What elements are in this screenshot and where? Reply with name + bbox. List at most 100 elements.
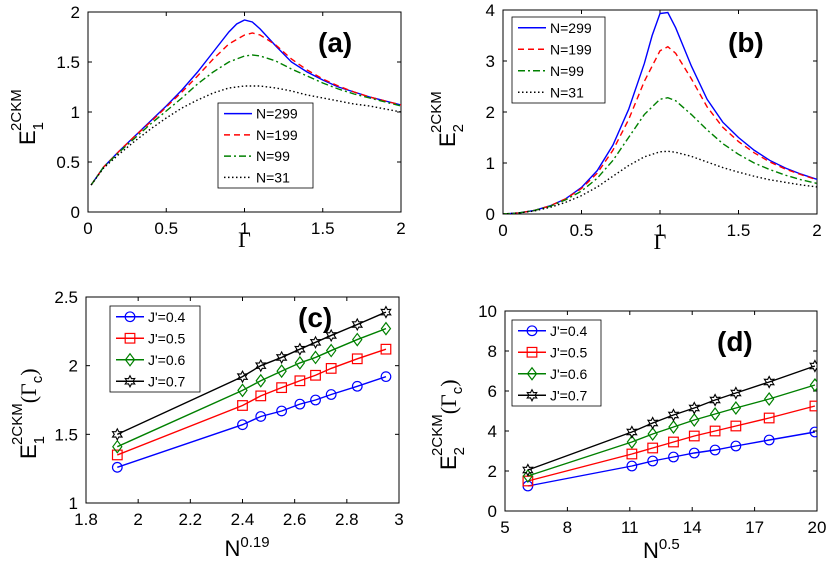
- series-line-J'=0.7: [527, 365, 816, 471]
- data-point-J'=0.5: [763, 412, 775, 424]
- data-point-J'=0.7: [111, 427, 124, 442]
- x-tick-label: 0.5: [154, 219, 178, 238]
- series-line-N=31: [90, 85, 401, 186]
- data-point-J'=0.6: [522, 469, 534, 483]
- data-point-J'=0.7: [351, 317, 364, 332]
- legend-box: [511, 319, 602, 407]
- y-tick-label: 1: [69, 494, 78, 513]
- legend-marker: [124, 374, 136, 388]
- data-point-J'=0.5: [294, 375, 306, 387]
- x-tick-label: 0: [83, 219, 92, 238]
- data-point-J'=0.4: [730, 440, 742, 452]
- data-point-J'=0.4: [709, 444, 721, 456]
- panel-label: (d): [717, 326, 753, 357]
- x-tick-label: 1.5: [727, 221, 751, 240]
- x-tick-label: 11: [621, 518, 639, 537]
- y-tick-label: 0: [488, 502, 497, 521]
- x-tick-label: 0.5: [570, 221, 594, 240]
- legend-label: N=199: [256, 127, 298, 143]
- series-line-N=99: [503, 96, 817, 214]
- data-point-J'=0.4: [668, 451, 679, 463]
- legend-box: [511, 16, 606, 104]
- x-tick-label: 2.2: [179, 510, 203, 529]
- legend-label: N=299: [550, 20, 592, 36]
- data-point-J'=0.7: [626, 425, 638, 439]
- data-point-J'=0.6: [237, 383, 248, 398]
- x-tick-label: 17: [745, 518, 764, 537]
- legend-label: N=199: [550, 41, 592, 57]
- data-point-J'=0.4: [310, 394, 321, 406]
- data-point-J'=0.7: [275, 350, 288, 365]
- data-point-J'=0.4: [255, 411, 267, 422]
- x-tick-label: 5: [500, 518, 509, 537]
- data-point-J'=0.6: [647, 427, 658, 441]
- panel-c: 1.8 2 2.2 2.4 2.6 2.8 311.522.5J'=0.4J'=0.5J'=…: [9, 288, 404, 561]
- data-point-J'=0.5: [325, 363, 337, 374]
- data-point-J'=0.6: [294, 355, 306, 370]
- data-point-J'=0.7: [380, 305, 392, 319]
- data-point-J'=0.7: [730, 386, 742, 400]
- svg-text:E12CKM(Γc): E12CKM(Γc): [9, 368, 48, 459]
- data-point-J'=0.7: [522, 463, 534, 477]
- legend-marker: [124, 352, 136, 367]
- legend-label: N=31: [256, 169, 290, 185]
- x-axis-label: N0.5: [643, 536, 680, 563]
- data-point-J'=0.4: [688, 447, 700, 459]
- legend-box: [217, 102, 314, 189]
- series-line-J'=0.5: [117, 348, 387, 456]
- data-point-J'=0.7: [325, 328, 337, 343]
- legend-label: N=99: [256, 148, 290, 164]
- data-point-J'=0.6: [255, 373, 267, 388]
- legend: J'=0.4 J'=0.5 J'=0.6 J'=0.7: [109, 305, 201, 393]
- data-point-J'=0.4: [626, 460, 638, 472]
- x-tick-label: 1: [655, 221, 664, 240]
- data-point-J'=0.4: [294, 398, 306, 410]
- x-tick-label: 2: [812, 221, 821, 240]
- data-point-J'=0.6: [325, 343, 337, 358]
- data-point-J'=0.5: [709, 425, 721, 437]
- data-point-J'=0.7: [809, 359, 817, 373]
- series-group: [522, 359, 817, 492]
- data-point-J'=0.7: [688, 401, 701, 415]
- data-point-J'=0.6: [809, 378, 817, 392]
- series-line-J'=0.6: [527, 384, 816, 477]
- data-point-J'=0.4: [237, 419, 248, 431]
- data-point-J'=0.6: [668, 420, 679, 434]
- data-point-J'=0.6: [276, 364, 287, 379]
- legend-label: J'=0.7: [148, 373, 186, 389]
- data-point-J'=0.7: [309, 335, 322, 350]
- data-point-J'=0.5: [255, 390, 267, 402]
- data-point-J'=0.5: [688, 430, 700, 442]
- data-point-J'=0.6: [112, 439, 123, 454]
- data-point-J'=0.5: [351, 353, 363, 365]
- series-line-N=299: [503, 11, 817, 214]
- data-point-J'=0.4: [647, 455, 659, 467]
- x-tick-label: 2: [396, 219, 405, 238]
- panel-a: 0 0.5 1 1.5 2 0 0.5 1 1.5 2 N=299 N=199 N=99 N=31 (a) Γ…: [8, 3, 406, 252]
- panel-label: (c): [298, 302, 332, 333]
- data-point-J'=0.6: [709, 407, 721, 421]
- y-tick-label: 0: [71, 203, 80, 222]
- data-point-J'=0.4: [276, 405, 288, 417]
- x-tick-label: 2: [133, 510, 142, 529]
- data-point-J'=0.6: [689, 413, 700, 427]
- y-tick-label: 0.5: [56, 153, 80, 172]
- data-point-J'=0.5: [276, 382, 288, 394]
- y-axis-label: E22CKM: [428, 91, 467, 147]
- data-point-J'=0.4: [111, 461, 123, 473]
- data-point-J'=0.4: [763, 434, 775, 446]
- series-line-N=199: [503, 45, 817, 214]
- data-point-J'=0.5: [668, 436, 679, 448]
- x-axis-label: Γ: [238, 227, 251, 252]
- y-tick-label: 2.5: [54, 288, 78, 307]
- data-point-J'=0.7: [236, 369, 249, 384]
- panel-d: 5 8 11 14 17 200246810J'=0.4J'=0.5J'=0.6J'=0.…: [429, 302, 826, 563]
- legend-label: N=299: [256, 106, 298, 122]
- y-axis-label: E22CKM(Γc): [429, 379, 468, 470]
- data-point-J'=0.4: [809, 426, 817, 438]
- data-point-J'=0.7: [294, 342, 306, 356]
- y-tick-label: 1: [486, 154, 495, 173]
- x-tick-label: 14: [683, 518, 702, 537]
- data-point-J'=0.5: [647, 442, 659, 454]
